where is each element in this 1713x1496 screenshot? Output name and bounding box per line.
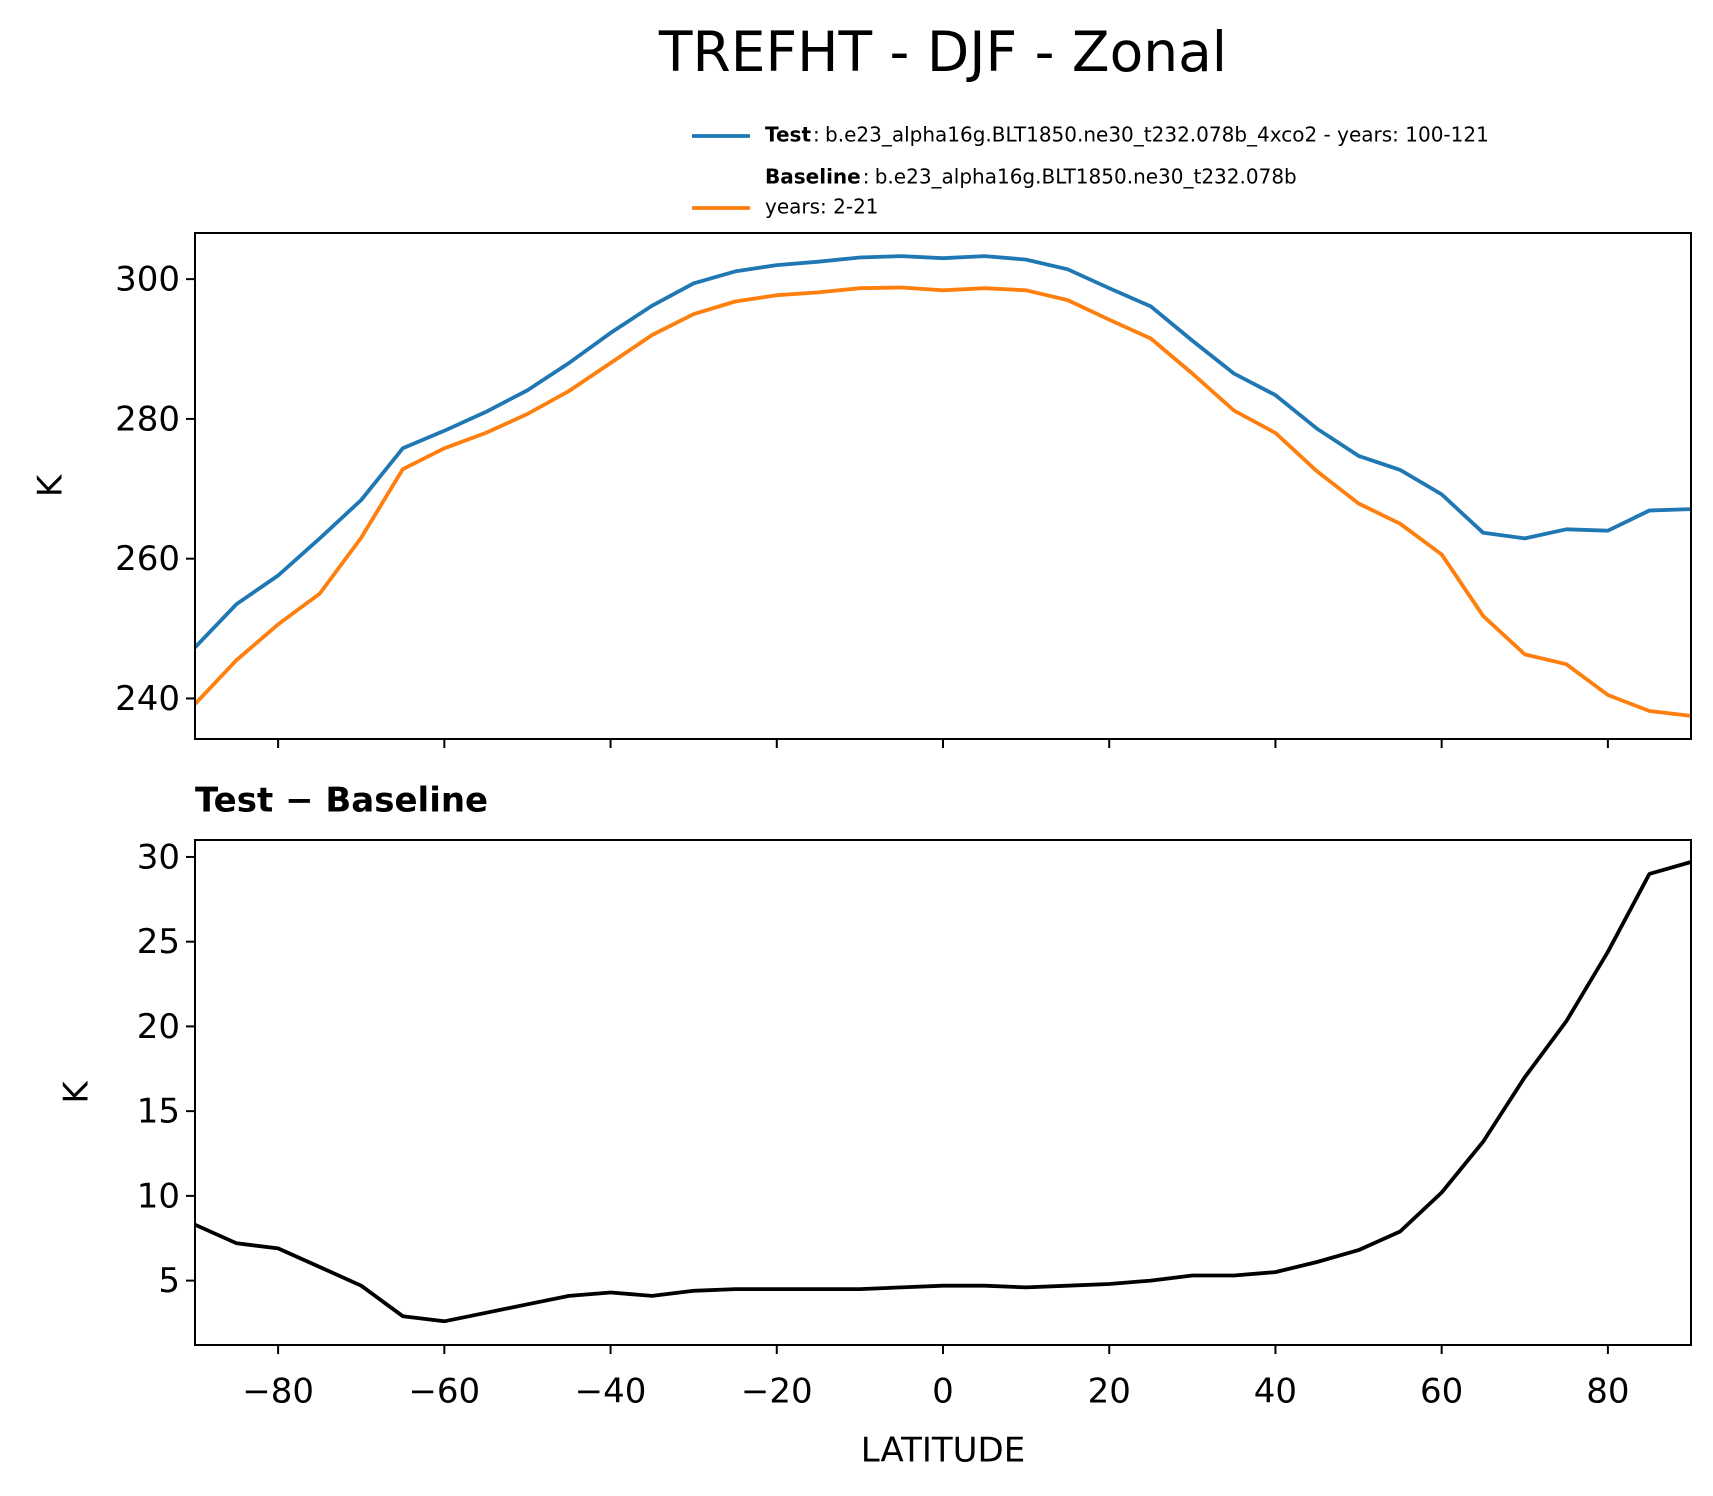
x-tick-label: 20 [1088,1372,1131,1412]
y-tick-label: 10 [137,1176,180,1216]
legend-description: b.e23_alpha16g.BLT1850.ne30_t232.078b [875,165,1297,189]
legend-label: Test [765,123,811,147]
y-tick-label: 240 [115,679,180,719]
y-axis-label: K [31,473,71,497]
x-tick-label: 40 [1254,1372,1297,1412]
axes-frame [194,232,1692,740]
data-line [193,285,1692,718]
y-tick-label: 20 [137,1007,180,1047]
legend-description: years: 2-21 [765,195,879,219]
y-tick-label: 30 [137,837,180,877]
y-tick-label: 25 [137,922,180,962]
y-tick-label: 280 [115,399,180,439]
y-tick-label: 300 [115,260,180,300]
data-line [193,254,1692,649]
subplot-title: Test − Baseline [195,781,488,821]
x-tick-label: −60 [408,1372,480,1412]
legend-colon: : [863,165,870,189]
x-tick-label: 60 [1420,1372,1463,1412]
x-tick-label: −40 [575,1372,647,1412]
data-line [194,860,1692,1324]
x-tick-label: 0 [932,1372,954,1412]
y-tick-label: 5 [158,1261,180,1301]
y-tick-label: 15 [137,1092,180,1132]
x-tick-label: 80 [1586,1372,1629,1412]
x-axis-label: LATITUDE [861,1431,1025,1471]
x-tick-label: −20 [741,1372,813,1412]
legend-colon: : [813,123,820,147]
legend-label: Baseline [765,165,861,189]
x-tick-label: −80 [242,1372,314,1412]
y-axis-label: K [57,1080,97,1104]
legend-description: b.e23_alpha16g.BLT1850.ne30_t232.078b_4x… [825,123,1489,147]
y-tick-label: 260 [115,539,180,579]
axes-frame [194,839,1692,1346]
chart-title: TREFHT - DJF - Zonal [658,20,1227,84]
